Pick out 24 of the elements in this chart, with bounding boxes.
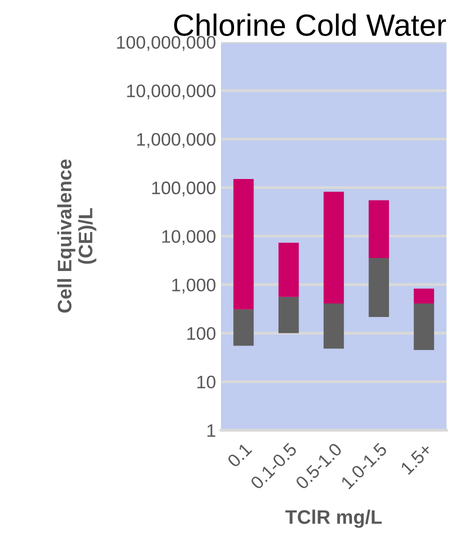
- y-tick-label: 100,000: [152, 182, 216, 196]
- bar: [278, 296, 299, 334]
- y-axis-title: Cell Equivalence (CE)/L: [57, 160, 96, 313]
- y-tick-label: 10,000,000: [127, 84, 216, 100]
- y-tick-label: 10: [197, 376, 216, 388]
- bar: [324, 192, 344, 304]
- bar: [368, 200, 389, 258]
- x-axis-title: TClR mg/L: [285, 510, 382, 528]
- bar: [414, 303, 434, 350]
- bar: [368, 258, 389, 318]
- bar: [278, 242, 299, 297]
- y-tick-label: 1,000: [172, 278, 216, 294]
- bar: [324, 303, 344, 349]
- chart-title: Chlorine Cold Water: [174, 14, 446, 36]
- bar: [233, 179, 254, 310]
- bar: [233, 309, 254, 346]
- x-tick-label: 1.5+: [400, 442, 433, 475]
- y-tick-label: 100,000,000: [117, 36, 216, 51]
- y-tick-label: 10,000: [162, 230, 216, 245]
- y-tick-label: 1: [207, 424, 216, 437]
- y-tick-label: 1,000,000: [137, 133, 216, 148]
- bar: [414, 288, 434, 304]
- y-tick-label: 100: [187, 327, 216, 340]
- x-tick-label: 0.1: [226, 442, 252, 468]
